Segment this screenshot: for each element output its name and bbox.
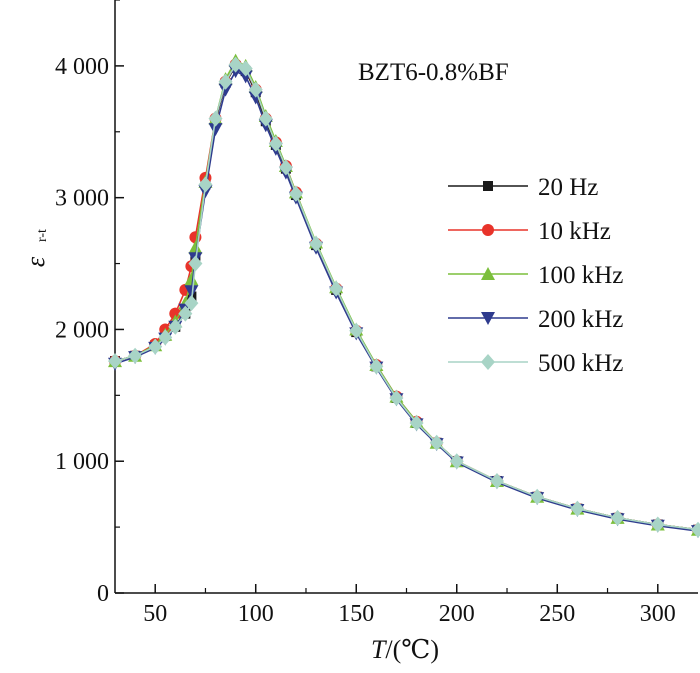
x-tick-label: 100 — [238, 601, 274, 627]
series-group — [108, 53, 700, 539]
series-line — [114, 70, 699, 532]
x-tick-label: 50 — [143, 601, 167, 627]
data-point — [218, 83, 233, 97]
x-tick-label: 200 — [439, 601, 475, 627]
data-point — [158, 329, 173, 346]
data-point — [570, 500, 585, 517]
data-point — [530, 488, 545, 505]
y-tick-label: 0 — [97, 581, 109, 607]
series-20-hz — [110, 60, 700, 535]
sample-annotation: BZT6-0.8%BF — [358, 59, 509, 86]
x-ticks: 50 100 150 200 250 300 — [143, 584, 676, 627]
data-point — [409, 415, 424, 432]
series-100-khz — [108, 53, 700, 536]
legend-label: 10 kHz — [538, 218, 611, 245]
data-point — [268, 135, 283, 152]
x-axis-title: T/(℃) — [371, 635, 439, 664]
data-point — [188, 255, 203, 272]
data-point — [650, 516, 665, 533]
data-point — [288, 185, 303, 202]
data-point — [184, 285, 199, 299]
data-point — [238, 70, 253, 84]
x-tick-label: 150 — [338, 601, 374, 627]
y-tick-label: 3 000 — [55, 186, 109, 212]
data-point — [389, 389, 404, 406]
data-point — [258, 110, 273, 127]
data-point — [489, 472, 504, 489]
data-point — [329, 280, 344, 297]
plot-area: 0 1 000 2 000 3 000 4 000 50 100 150 200 250 300 — [55, 0, 700, 627]
x-axis-title-unit: /(℃) — [385, 635, 439, 664]
data-point — [278, 159, 293, 176]
series-10-khz — [109, 58, 700, 536]
data-point — [188, 240, 203, 254]
series-line — [114, 63, 699, 531]
data-point — [349, 322, 364, 339]
data-point — [610, 509, 625, 526]
data-point — [184, 295, 199, 312]
data-point — [168, 318, 183, 335]
y-axis-title: ε r-t — [21, 229, 50, 267]
legend-label: 200 kHz — [538, 306, 623, 333]
data-point — [238, 60, 253, 77]
data-point — [218, 73, 233, 90]
data-point — [481, 354, 495, 370]
series-line — [114, 59, 699, 531]
legend: 20 Hz 10 kHz 100 kHz 200 kHz 500 kHz — [448, 174, 623, 377]
x-tick-label: 250 — [539, 601, 575, 627]
data-point — [481, 312, 495, 325]
y-tick-label: 2 000 — [55, 317, 109, 343]
data-point — [128, 347, 143, 364]
data-point — [108, 353, 122, 370]
x-axis-title-symbol: T — [371, 635, 387, 664]
legend-label: 500 kHz — [538, 350, 623, 377]
data-point — [481, 267, 495, 280]
data-point — [198, 176, 213, 193]
data-point — [429, 434, 444, 451]
y-axis-title-subscript: r-t — [35, 229, 50, 242]
series-line — [114, 64, 699, 531]
legend-label: 100 kHz — [538, 262, 623, 289]
data-point — [691, 521, 700, 538]
data-point — [449, 453, 464, 470]
y-ticks: 0 1 000 2 000 3 000 4 000 — [55, 0, 124, 607]
series-line — [114, 63, 699, 531]
y-axis-title-symbol: ε — [21, 256, 50, 267]
data-point — [248, 81, 263, 98]
data-point — [148, 338, 163, 355]
legend-item: 100 kHz — [448, 262, 623, 289]
data-point — [208, 123, 223, 137]
y-tick-label: 4 000 — [55, 54, 109, 80]
legend-item: 20 Hz — [448, 174, 598, 201]
y-tick-label: 1 000 — [55, 449, 109, 475]
x-tick-label: 300 — [640, 601, 676, 627]
data-point — [483, 181, 493, 191]
data-point — [309, 235, 324, 252]
series-500-khz — [108, 56, 700, 538]
data-point — [178, 305, 193, 322]
legend-label: 20 Hz — [538, 174, 598, 201]
legend-item: 200 kHz — [448, 306, 623, 333]
data-point — [248, 91, 263, 105]
data-point — [482, 224, 494, 236]
legend-item: 500 kHz — [448, 350, 623, 377]
data-point — [184, 272, 199, 286]
legend-item: 10 kHz — [448, 218, 611, 245]
data-point — [369, 358, 384, 375]
data-point — [208, 110, 223, 127]
